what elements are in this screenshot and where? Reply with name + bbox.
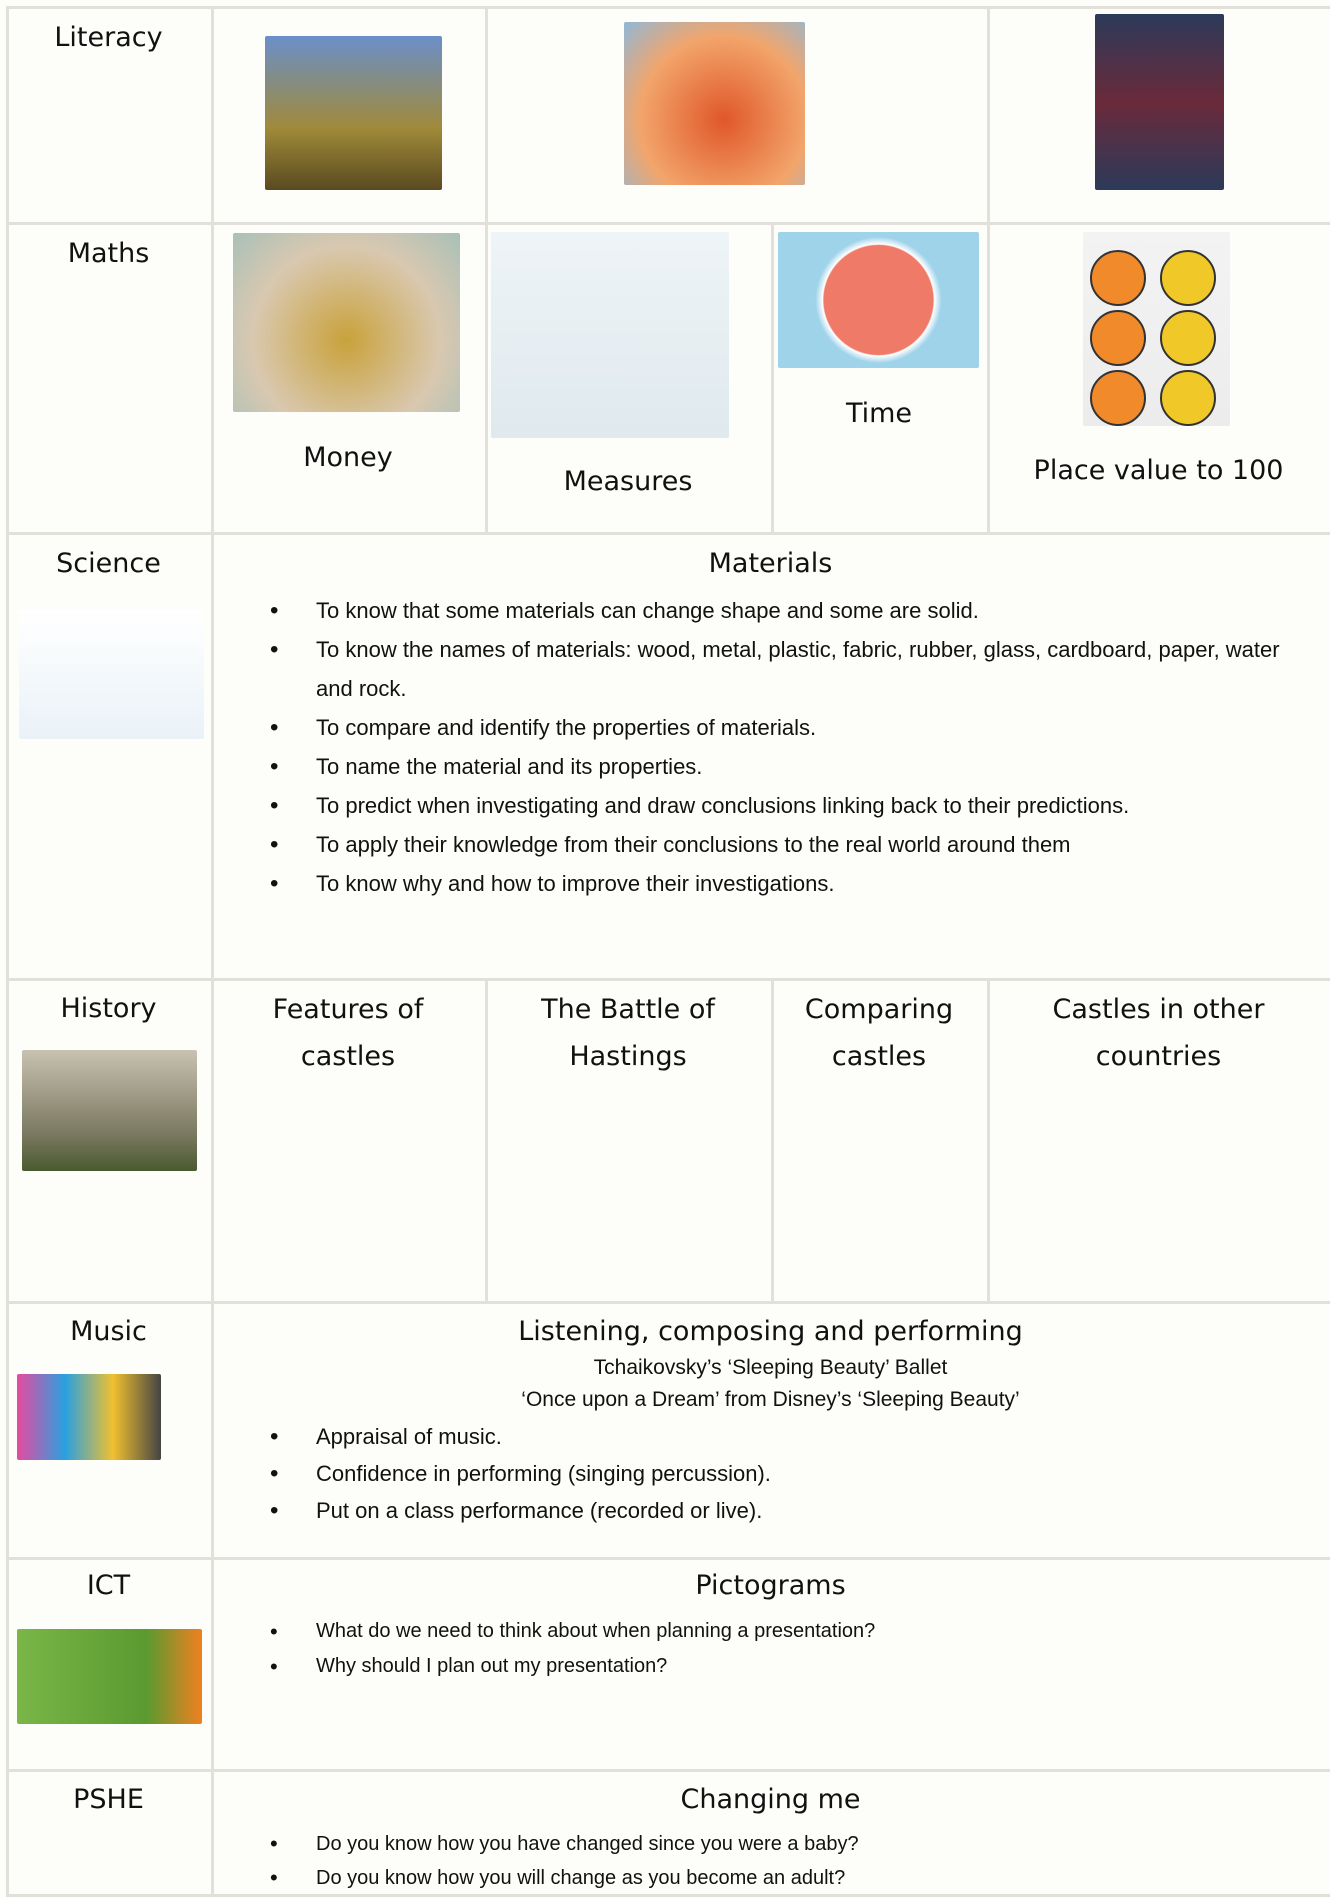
- column-border: [211, 978, 214, 1301]
- item-label: Comparing castles: [804, 994, 954, 1072]
- column-border: [211, 222, 214, 532]
- bullet-item: To name the material and its properties.: [270, 747, 1310, 786]
- bullet-list: Appraisal of music.Confidence in perform…: [270, 1418, 1310, 1529]
- counter: [1090, 310, 1146, 366]
- counter: [1160, 250, 1216, 306]
- subject-label: PSHE: [73, 1784, 144, 1815]
- bullet-item: To know the names of materials: wood, me…: [270, 630, 1310, 708]
- bullet-item: To compare and identify the properties o…: [270, 708, 1310, 747]
- item-label: Features of castles: [272, 994, 424, 1072]
- bullet-item: To predict when investigating and draw c…: [270, 786, 1310, 825]
- subheading: Tchaikovsky’s ‘Sleeping Beauty’ Ballet: [593, 1356, 948, 1379]
- subject-label: Science: [56, 548, 161, 579]
- bullet-item: Do you know how you have changed since y…: [270, 1827, 1310, 1861]
- row-border: [6, 978, 1330, 981]
- counter: [1090, 250, 1146, 306]
- illustration: [22, 1050, 197, 1171]
- bullet-item: What do we need to think about when plan…: [270, 1614, 1310, 1649]
- item-label: The Battle of Hastings: [541, 994, 715, 1072]
- illustration: [624, 22, 805, 185]
- column-border: [771, 222, 774, 532]
- row-border: [6, 1557, 1330, 1560]
- illustration: [778, 232, 979, 368]
- item-label: Time: [845, 398, 913, 429]
- counter: [1160, 310, 1216, 366]
- section-heading: Changing me: [680, 1784, 861, 1815]
- illustration: [19, 610, 204, 739]
- bullet-item: Appraisal of music.: [270, 1418, 1310, 1455]
- bullet-list: To know that some materials can change s…: [270, 591, 1310, 903]
- item-label: Measures: [563, 466, 693, 497]
- item-label: Money: [303, 442, 393, 473]
- row-border: [6, 532, 1330, 535]
- subject-label: Music: [70, 1316, 147, 1347]
- row-border: [6, 6, 1330, 9]
- bullet-item: To know why and how to improve their inv…: [270, 864, 1310, 903]
- illustration: [17, 1629, 202, 1724]
- bullet-list: What do we need to think about when plan…: [270, 1614, 1310, 1684]
- illustration: [491, 232, 729, 438]
- row-border: [6, 1769, 1330, 1772]
- subject-label: History: [60, 993, 157, 1024]
- bullet-item: To apply their knowledge from their conc…: [270, 825, 1310, 864]
- bullet-item: Why should I plan out my presentation?: [270, 1649, 1310, 1684]
- column-border: [987, 6, 990, 222]
- illustration: [233, 233, 460, 412]
- bullet-list: Do you know how you have changed since y…: [270, 1827, 1310, 1895]
- section-heading: Pictograms: [695, 1570, 846, 1601]
- bullet-item: Confidence in performing (singing percus…: [270, 1455, 1310, 1492]
- row-border: [6, 1301, 1330, 1304]
- section-heading: Listening, composing and performing: [518, 1316, 1023, 1347]
- column-border: [485, 6, 488, 222]
- item-label: Place value to 100: [1033, 455, 1284, 486]
- bullet-item: Put on a class performance (recorded or …: [270, 1492, 1310, 1529]
- subject-label: ICT: [86, 1570, 131, 1601]
- column-border: [485, 978, 488, 1301]
- column-border: [987, 222, 990, 532]
- column-border: [771, 978, 774, 1301]
- illustration: [1095, 14, 1224, 190]
- illustration: [265, 36, 442, 190]
- illustration: [17, 1374, 161, 1460]
- counter: [1160, 370, 1216, 426]
- column-border: [211, 1557, 214, 1769]
- column-border: [211, 532, 214, 978]
- column-border: [211, 6, 214, 222]
- row-border: [6, 222, 1330, 225]
- bullet-item: Do you know how you will change as you b…: [270, 1861, 1310, 1895]
- table-border: [6, 6, 9, 1894]
- counter: [1090, 370, 1146, 426]
- subject-label: Literacy: [54, 22, 163, 53]
- subheading: ‘Once upon a Dream’ from Disney’s ‘Sleep…: [521, 1388, 1020, 1411]
- bullet-item: To know that some materials can change s…: [270, 591, 1310, 630]
- column-border: [211, 1301, 214, 1557]
- column-border: [485, 222, 488, 532]
- item-label: Castles in other countries: [1052, 994, 1265, 1072]
- subject-label: Maths: [67, 238, 150, 269]
- section-heading: Materials: [708, 548, 833, 579]
- column-border: [211, 1769, 214, 1894]
- column-border: [987, 978, 990, 1301]
